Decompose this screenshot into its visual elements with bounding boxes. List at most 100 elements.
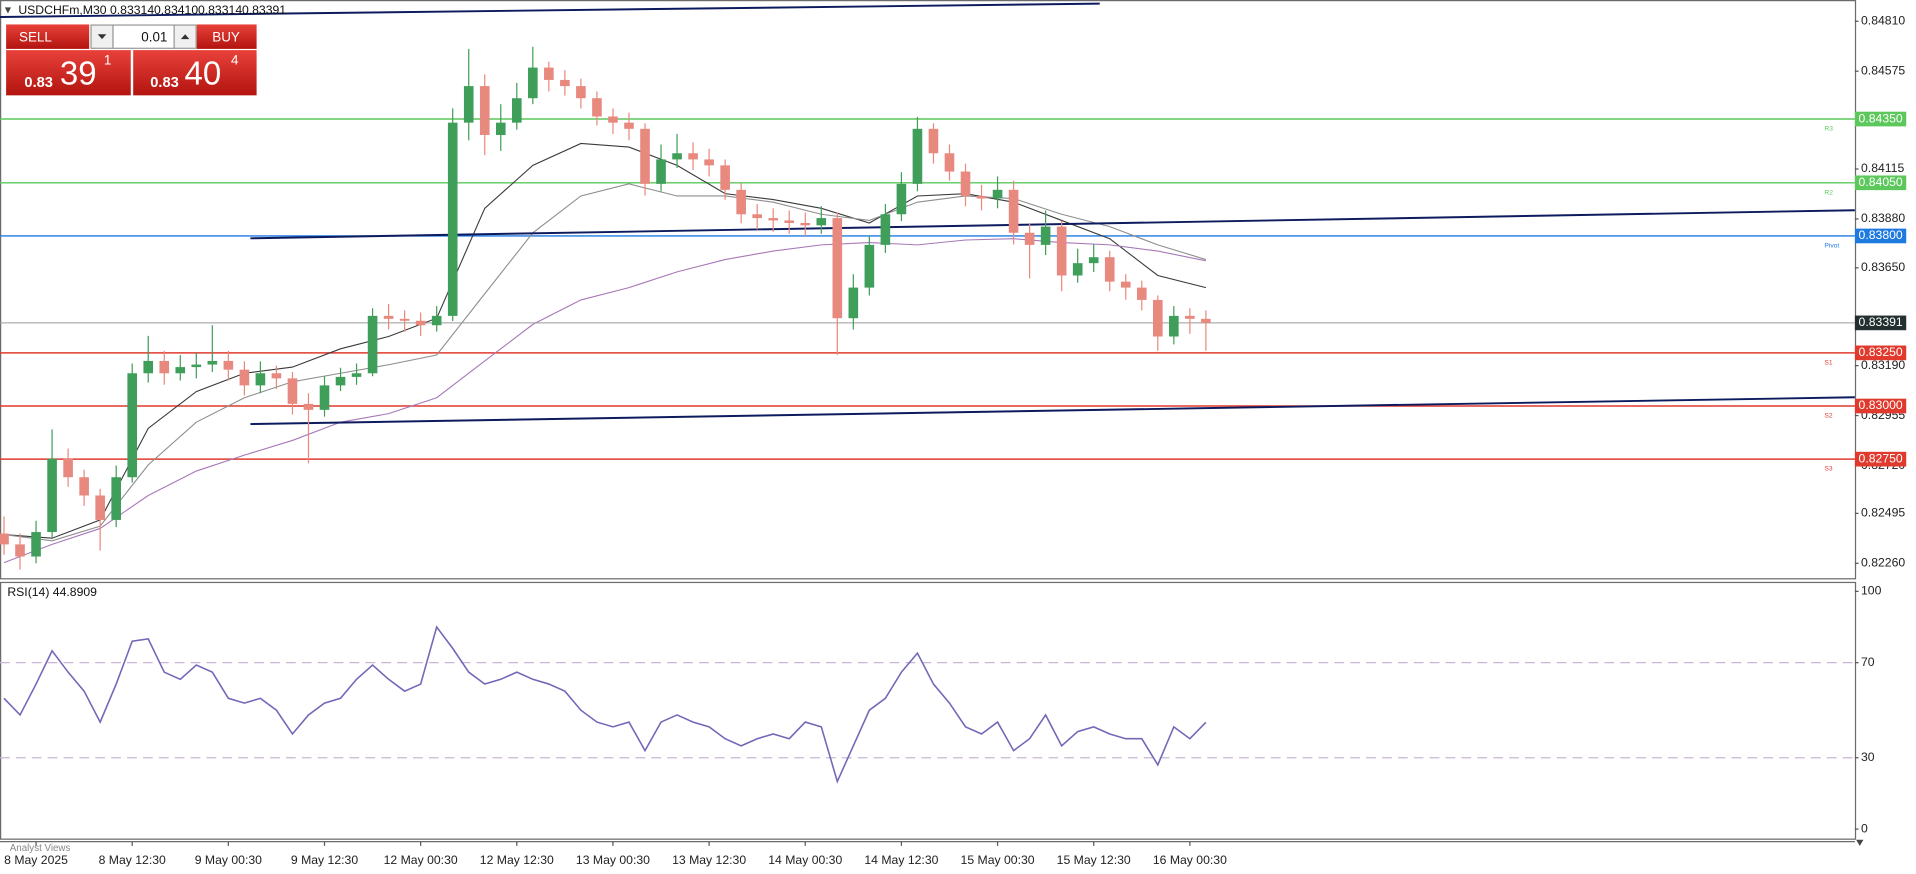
moving-average bbox=[3, 238, 1206, 564]
pivot-level-label: 0.83250 bbox=[1859, 345, 1903, 359]
quote-value: 0.83314 bbox=[110, 3, 154, 17]
y-tick-label: 0.84810 bbox=[1861, 13, 1905, 27]
pivot-level-name: R3 bbox=[1824, 126, 1833, 133]
candle-body bbox=[31, 532, 41, 557]
volume-value[interactable]: 0.01 bbox=[141, 29, 167, 44]
candle-body bbox=[624, 122, 634, 129]
candle-body bbox=[127, 373, 138, 478]
pivot-level-label: 0.84050 bbox=[1859, 175, 1903, 189]
sell-label[interactable]: SELL bbox=[19, 29, 52, 44]
x-tick-label: 9 May 00:30 bbox=[195, 853, 262, 867]
candle-body bbox=[287, 378, 298, 404]
candle-body bbox=[47, 458, 57, 533]
pivot-level-name: R2 bbox=[1824, 189, 1833, 196]
candle-body bbox=[463, 86, 474, 123]
main-panel bbox=[0, 0, 1857, 580]
pivot-level-name: S2 bbox=[1824, 413, 1832, 420]
main-plot: R3 R2 Pivot S1 S2 S3 bbox=[0, 2, 1855, 570]
candle-body bbox=[367, 315, 378, 374]
bid-box[interactable] bbox=[6, 50, 131, 96]
candle-body bbox=[864, 244, 875, 288]
x-tick-label: 9 May 12:30 bbox=[291, 853, 358, 867]
candle-body bbox=[1040, 226, 1051, 245]
candle-body bbox=[1104, 257, 1115, 282]
x-tick-label: 14 May 00:30 bbox=[768, 853, 842, 867]
pivot-level-label: 0.83800 bbox=[1859, 228, 1903, 242]
pivot-level-name: Pivot bbox=[1824, 243, 1839, 250]
bid-fraction: 1 bbox=[104, 53, 111, 68]
pivot-level-name: S3 bbox=[1824, 466, 1832, 473]
last-price-tag bbox=[1854, 315, 1907, 331]
candle-body bbox=[447, 122, 458, 316]
axes: 0.848100.845750.841150.838800.836500.831… bbox=[4, 13, 1907, 867]
candle-body bbox=[720, 165, 730, 190]
buy-label[interactable]: BUY bbox=[212, 29, 240, 44]
header-icon bbox=[4, 7, 11, 14]
candle-body bbox=[0, 533, 9, 545]
rsi-panel bbox=[0, 581, 1857, 840]
candle-body bbox=[656, 159, 666, 184]
candle-body bbox=[816, 218, 827, 226]
candle-body bbox=[303, 403, 314, 410]
candle-body bbox=[928, 128, 939, 154]
symbol-title: USDCHFm,M30 bbox=[18, 3, 106, 17]
y-tick-label: 0 bbox=[1861, 821, 1868, 835]
candle-body bbox=[672, 153, 682, 160]
candle-body bbox=[319, 385, 330, 410]
candle-body bbox=[960, 171, 971, 196]
x-tick-label: 13 May 00:30 bbox=[576, 853, 650, 867]
sell-button[interactable] bbox=[6, 24, 90, 49]
candle-body bbox=[255, 373, 266, 386]
candle-body bbox=[1201, 318, 1211, 323]
ask-box[interactable] bbox=[133, 50, 257, 96]
quote: 0.83314 0.83410 0.83314 0.83391 bbox=[110, 3, 286, 17]
x-tick-label: 14 May 12:30 bbox=[864, 853, 938, 867]
candle-body bbox=[800, 222, 811, 226]
last-price-label: 0.83391 bbox=[1859, 315, 1903, 329]
y-tick-label: 30 bbox=[1861, 750, 1875, 764]
candle-body bbox=[576, 86, 586, 99]
bid-pips: 39 bbox=[60, 55, 97, 92]
pivot-level-label: 0.84350 bbox=[1859, 111, 1903, 125]
candle-body bbox=[1185, 315, 1195, 319]
candle-body bbox=[1088, 257, 1099, 264]
candle-body bbox=[560, 79, 570, 87]
candle-body bbox=[544, 67, 554, 80]
pivot-level-tag bbox=[1854, 451, 1907, 467]
candle-body bbox=[271, 373, 282, 379]
candle-body bbox=[1008, 189, 1019, 233]
y-tick-label: 100 bbox=[1861, 584, 1882, 598]
candle-body bbox=[399, 318, 410, 321]
candle-body bbox=[848, 287, 859, 319]
up-arrow bbox=[180, 34, 190, 40]
candle-body bbox=[528, 67, 538, 99]
ask-pips: 40 bbox=[185, 55, 222, 92]
candle-body bbox=[688, 153, 698, 160]
y-tick-label: 0.83190 bbox=[1861, 358, 1905, 372]
candle-body bbox=[1120, 281, 1131, 288]
x-tick-label: 13 May 12:30 bbox=[672, 853, 746, 867]
candle-body bbox=[784, 220, 795, 223]
pivot-level-tag bbox=[1854, 398, 1907, 414]
rsi-title: RSI(14) 44.8909 bbox=[7, 585, 97, 599]
x-tick-label: 12 May 12:30 bbox=[480, 853, 554, 867]
candle-body bbox=[896, 183, 907, 215]
scroll-arrow[interactable] bbox=[1856, 839, 1864, 846]
candle-body bbox=[175, 367, 186, 374]
buy-button[interactable] bbox=[196, 24, 257, 49]
y-tick-label: 0.84575 bbox=[1861, 63, 1905, 77]
candle-body bbox=[976, 195, 987, 199]
candle-body bbox=[592, 98, 602, 117]
pivot-level-tag bbox=[1854, 228, 1907, 244]
rsi-line bbox=[3, 625, 1207, 784]
candle-body bbox=[191, 364, 202, 368]
candle-body bbox=[704, 159, 714, 166]
analyst-views-tab[interactable]: Analyst Views bbox=[10, 843, 71, 854]
candle-body bbox=[431, 315, 442, 326]
candle-body bbox=[1153, 299, 1163, 337]
candle-body bbox=[1056, 226, 1067, 276]
ask-big-figure: 0.83 bbox=[150, 75, 179, 91]
candle-body bbox=[335, 376, 346, 386]
